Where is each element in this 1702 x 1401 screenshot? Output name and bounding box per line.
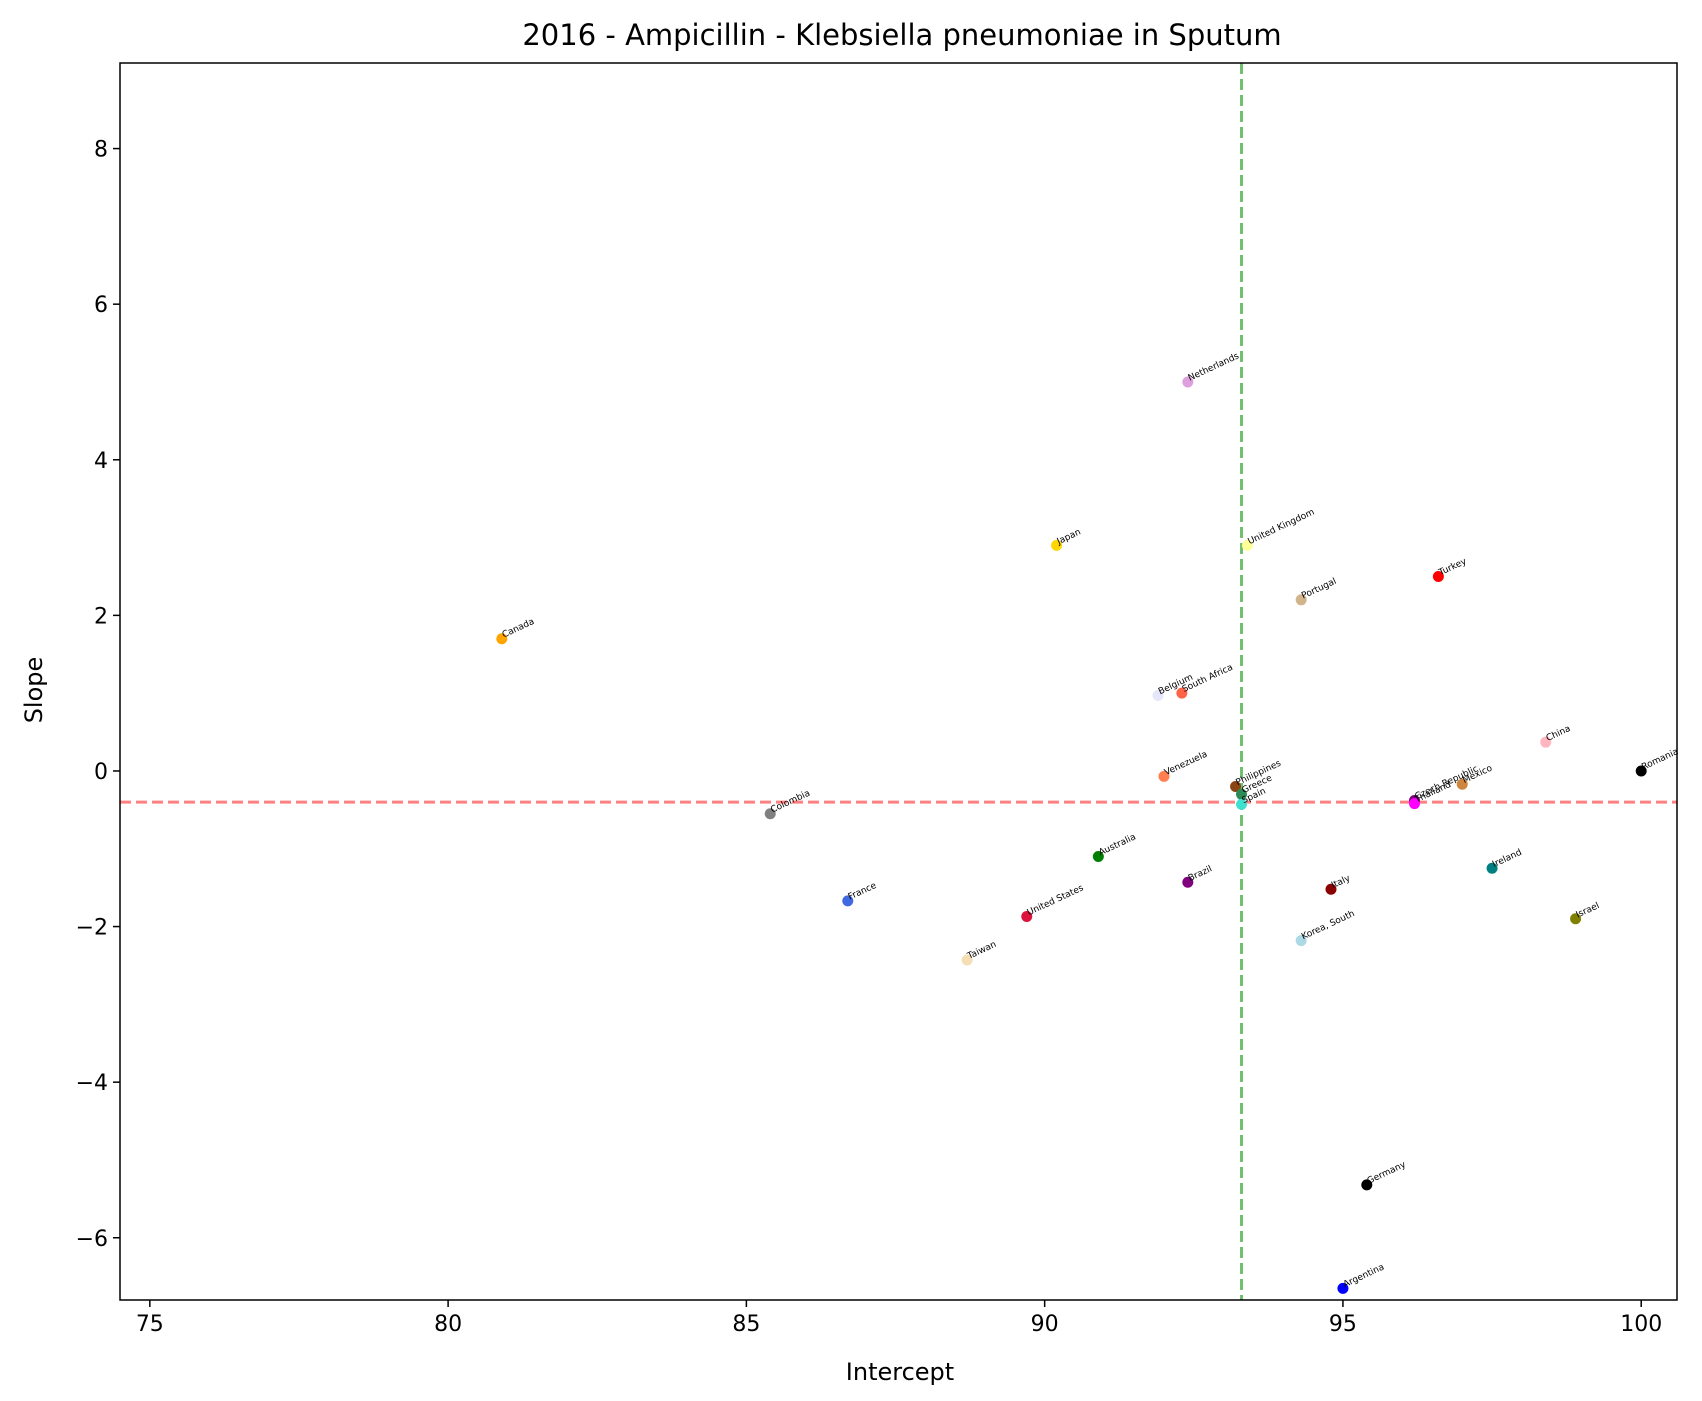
data-point <box>1176 687 1188 699</box>
chart-title: 2016 - Ampicillin - Klebsiella pneumonia… <box>522 18 1281 52</box>
x-tick-label: 80 <box>434 1312 462 1337</box>
data-points <box>496 376 1647 1294</box>
data-point <box>1241 539 1253 551</box>
data-point <box>1486 862 1498 874</box>
x-tick-label: 95 <box>1329 1312 1357 1337</box>
x-tick-label: 100 <box>1620 1312 1662 1337</box>
x-axis-label: Intercept <box>846 1358 954 1386</box>
data-point <box>1361 1179 1373 1191</box>
data-point <box>1021 910 1033 922</box>
data-point <box>1230 781 1242 793</box>
data-point <box>1236 788 1248 800</box>
data-point <box>1456 778 1468 790</box>
data-point <box>1337 1282 1349 1294</box>
x-axis-ticks: 75 80 85 90 95 100 <box>136 1300 1662 1337</box>
data-point <box>842 895 854 907</box>
data-point <box>1182 376 1194 388</box>
y-tick-label: −2 <box>76 916 108 941</box>
y-tick-label: 4 <box>94 449 108 474</box>
data-point <box>1092 851 1104 863</box>
data-point <box>1236 798 1248 810</box>
data-point <box>764 808 776 820</box>
data-point <box>1152 690 1164 702</box>
x-tick-label: 90 <box>1031 1312 1059 1337</box>
data-point <box>1182 876 1194 888</box>
y-axis-ticks: −6 −4 −2 0 2 4 6 8 <box>76 138 120 1252</box>
data-point <box>1158 770 1170 782</box>
data-point <box>1295 594 1307 606</box>
data-point <box>1295 935 1307 947</box>
data-point <box>1051 539 1063 551</box>
y-tick-label: −4 <box>76 1071 108 1096</box>
y-tick-label: 0 <box>94 760 108 785</box>
y-tick-label: 6 <box>94 293 108 318</box>
data-point <box>496 633 508 645</box>
data-point <box>1325 883 1337 895</box>
x-tick-label: 75 <box>136 1312 164 1337</box>
y-tick-label: 2 <box>94 604 108 629</box>
data-point <box>1570 913 1582 925</box>
data-point <box>961 954 973 966</box>
y-tick-label: 8 <box>94 138 108 163</box>
data-point <box>1432 570 1444 582</box>
data-point <box>1635 765 1647 777</box>
y-tick-label: −6 <box>76 1227 108 1252</box>
data-point <box>1409 798 1421 810</box>
data-point <box>1540 736 1552 748</box>
y-axis-label: Slope <box>20 657 48 724</box>
plot-frame <box>119 62 1678 1301</box>
x-tick-label: 85 <box>732 1312 760 1337</box>
